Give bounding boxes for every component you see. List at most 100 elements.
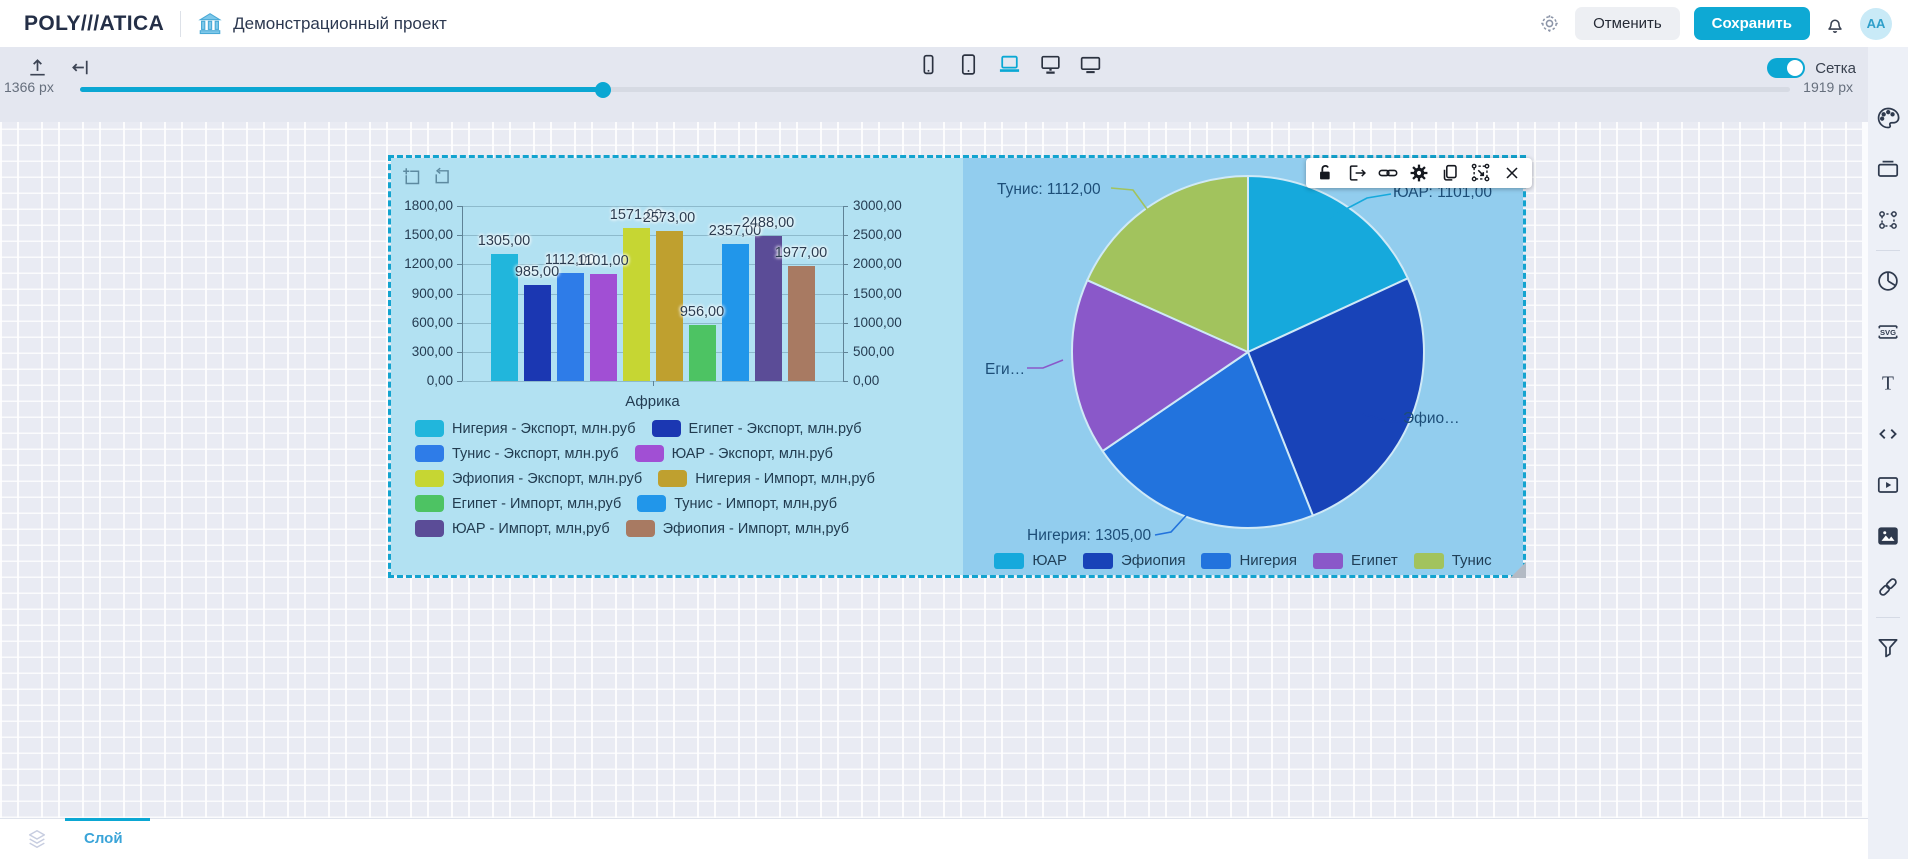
grid-toggle[interactable] xyxy=(1767,58,1806,78)
pie-slice[interactable] xyxy=(1085,174,1249,354)
bar[interactable]: 1977,00 xyxy=(775,245,827,381)
layers-icon xyxy=(26,828,48,850)
device-laptop-icon-active[interactable] xyxy=(996,52,1023,77)
legend-label: Тунис xyxy=(1451,552,1492,569)
image-icon[interactable] xyxy=(1875,523,1901,549)
notifications-bell-icon[interactable] xyxy=(1824,13,1846,35)
edit-toolbar: Сетка 1366 px 1919 px xyxy=(0,47,1908,122)
legend-label: Эфиопия - Экспорт, млн.руб xyxy=(452,470,643,487)
bar[interactable]: 1571,00 xyxy=(610,207,662,381)
bar-value-label: 985,00 xyxy=(514,264,560,281)
filter-icon[interactable] xyxy=(1875,635,1901,661)
legend-label: Египет - Импорт, млн,руб xyxy=(452,495,622,512)
legend-item[interactable]: ЮАР xyxy=(994,552,1067,569)
link-icon[interactable] xyxy=(1377,162,1399,184)
bar[interactable]: 1305,00 xyxy=(478,233,530,381)
pie-slice[interactable] xyxy=(1071,278,1251,453)
left-axis-tick: 900,00 xyxy=(411,285,453,301)
legend-swatch xyxy=(415,495,444,512)
settings-gear-icon[interactable] xyxy=(1538,12,1561,35)
resize-handle[interactable] xyxy=(1510,562,1526,578)
slider-current-width: 1366 px xyxy=(4,79,54,95)
unlock-icon[interactable] xyxy=(1315,162,1337,184)
bar[interactable]: 2357,00 xyxy=(709,223,761,381)
bar[interactable]: 2488,00 xyxy=(742,215,794,381)
right-axis-tick: 2500,00 xyxy=(853,227,902,243)
legend-item[interactable]: Тунис - Экспорт, млн.руб xyxy=(415,445,619,462)
legend-swatch xyxy=(651,420,681,437)
svg-icon[interactable]: SVG xyxy=(1875,319,1901,345)
legend-item[interactable]: Египет - Экспорт, млн.руб xyxy=(651,420,862,437)
widget-settings-gear-icon[interactable] xyxy=(1408,162,1430,184)
width-slider-handle[interactable] xyxy=(595,81,612,98)
pie-callout-yuar: ЮАР: 1101,00 xyxy=(1393,184,1492,201)
bar[interactable]: 2573,00 xyxy=(643,210,695,381)
legend-label: ЮАР - Экспорт, млн.руб xyxy=(671,445,833,462)
tab-layer[interactable]: Слой xyxy=(84,830,123,847)
device-tv-icon[interactable] xyxy=(1078,52,1103,77)
bar[interactable]: 956,00 xyxy=(680,304,724,381)
pie-chart-icon[interactable] xyxy=(1875,268,1901,294)
add-frame-icon[interactable] xyxy=(401,166,422,187)
pie-chart[interactable]: Тунис: 1112,00 ЮАР: 1101,00 Эфио… Еги… Н… xyxy=(963,158,1532,575)
legend-label: Нигерия - Экспорт, млн.руб xyxy=(452,420,636,437)
legend-swatch xyxy=(415,420,444,437)
right-axis-tick: 3000,00 xyxy=(853,198,902,213)
widgets-sidebar: SVG T xyxy=(1868,47,1908,859)
bar[interactable]: 985,00 xyxy=(515,264,559,381)
legend-item[interactable]: Египет - Импорт, млн,руб xyxy=(415,495,621,512)
export-icon[interactable] xyxy=(1346,162,1368,184)
cancel-button[interactable]: Отменить xyxy=(1575,7,1680,40)
legend-label: Египет - Экспорт, млн.руб xyxy=(688,420,862,437)
device-tablet-icon[interactable] xyxy=(956,52,981,77)
user-avatar[interactable]: AA xyxy=(1860,7,1892,40)
close-icon[interactable] xyxy=(1501,162,1523,184)
legend-item[interactable]: Тунис xyxy=(1413,552,1492,569)
drill-back-icon[interactable] xyxy=(431,166,452,187)
copy-icon[interactable] xyxy=(1439,162,1461,184)
pie-slice[interactable] xyxy=(1246,276,1425,517)
legend-label: Тунис - Импорт, млн,руб xyxy=(674,495,838,512)
legend-item[interactable]: Тунис - Импорт, млн,руб xyxy=(637,495,837,512)
collapse-left-icon[interactable] xyxy=(69,56,92,79)
active-tab-indicator xyxy=(65,818,150,821)
legend-item[interactable]: Нигерия - Импорт, млн,руб xyxy=(658,470,875,487)
width-slider[interactable] xyxy=(80,81,1790,98)
svg-text:T: T xyxy=(1882,374,1894,395)
header-divider xyxy=(180,10,182,37)
selected-chart-widget[interactable]: 0,00 0,00 300,00 500,00 600,00 1000,00 900,00 1… xyxy=(388,155,1532,578)
legend-item[interactable]: Эфиопия - Импорт, млн,руб xyxy=(625,520,849,537)
dashboard-canvas[interactable]: 0,00 0,00 300,00 500,00 600,00 1000,00 900,00 1… xyxy=(0,122,1868,818)
legend-item[interactable]: ЮАР - Экспорт, млн.руб xyxy=(634,445,833,462)
widgets-card-icon[interactable] xyxy=(1875,156,1901,182)
legend-item[interactable]: Эфиопия - Экспорт, млн.руб xyxy=(415,470,642,487)
device-phone-icon[interactable] xyxy=(916,52,941,77)
transform-icon[interactable] xyxy=(1470,162,1492,184)
group-select-icon[interactable] xyxy=(1875,207,1901,233)
save-button[interactable]: Сохранить xyxy=(1693,7,1810,40)
device-monitor-icon[interactable] xyxy=(1038,52,1063,77)
legend-swatch xyxy=(1313,552,1343,569)
pie-callout-egypt: Еги… xyxy=(985,361,1026,378)
legend-swatch xyxy=(658,470,688,487)
palette-icon[interactable] xyxy=(1875,105,1901,131)
pie-slice[interactable] xyxy=(1101,350,1315,529)
video-icon[interactable] xyxy=(1875,472,1901,498)
bar[interactable]: 1112,00 xyxy=(545,252,595,381)
bar-chart[interactable]: 0,00 0,00 300,00 500,00 600,00 1000,00 900,00 1… xyxy=(391,158,963,575)
legend-item[interactable]: Египет xyxy=(1313,552,1398,569)
upload-icon[interactable] xyxy=(26,56,49,79)
bar[interactable]: 1101,00 xyxy=(577,253,629,381)
legend-item[interactable]: Нигерия - Экспорт, млн.руб xyxy=(415,420,636,437)
legend-item[interactable]: Нигерия xyxy=(1201,552,1297,569)
left-axis-tick: 1200,00 xyxy=(404,256,453,272)
chain-link-icon[interactable] xyxy=(1875,574,1901,600)
header-actions: Отменить Сохранить AA xyxy=(1538,7,1908,40)
text-icon[interactable]: T xyxy=(1875,370,1901,396)
bar-value-label: 1305,00 xyxy=(477,233,531,250)
left-axis-tick: 300,00 xyxy=(411,343,453,359)
legend-item[interactable]: ЮАР - Импорт, млн,руб xyxy=(415,520,610,537)
legend-label: Нигерия - Импорт, млн,руб xyxy=(695,470,875,487)
code-icon[interactable] xyxy=(1875,421,1901,447)
legend-item[interactable]: Эфиопия xyxy=(1082,552,1185,569)
